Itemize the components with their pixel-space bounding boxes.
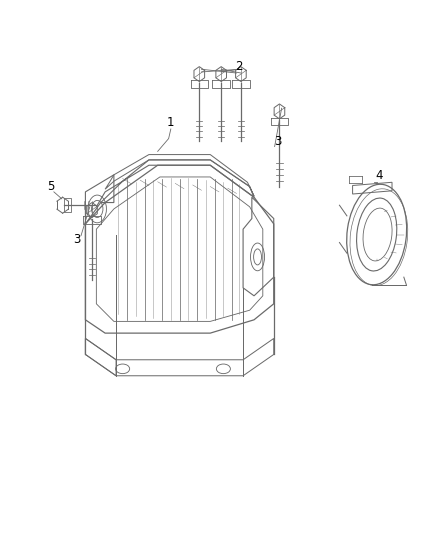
- Text: 1: 1: [167, 116, 175, 129]
- Text: 3: 3: [73, 233, 80, 246]
- Text: 2: 2: [235, 60, 243, 73]
- Text: 3: 3: [275, 135, 282, 148]
- Text: 4: 4: [375, 169, 383, 182]
- Text: 5: 5: [47, 180, 54, 193]
